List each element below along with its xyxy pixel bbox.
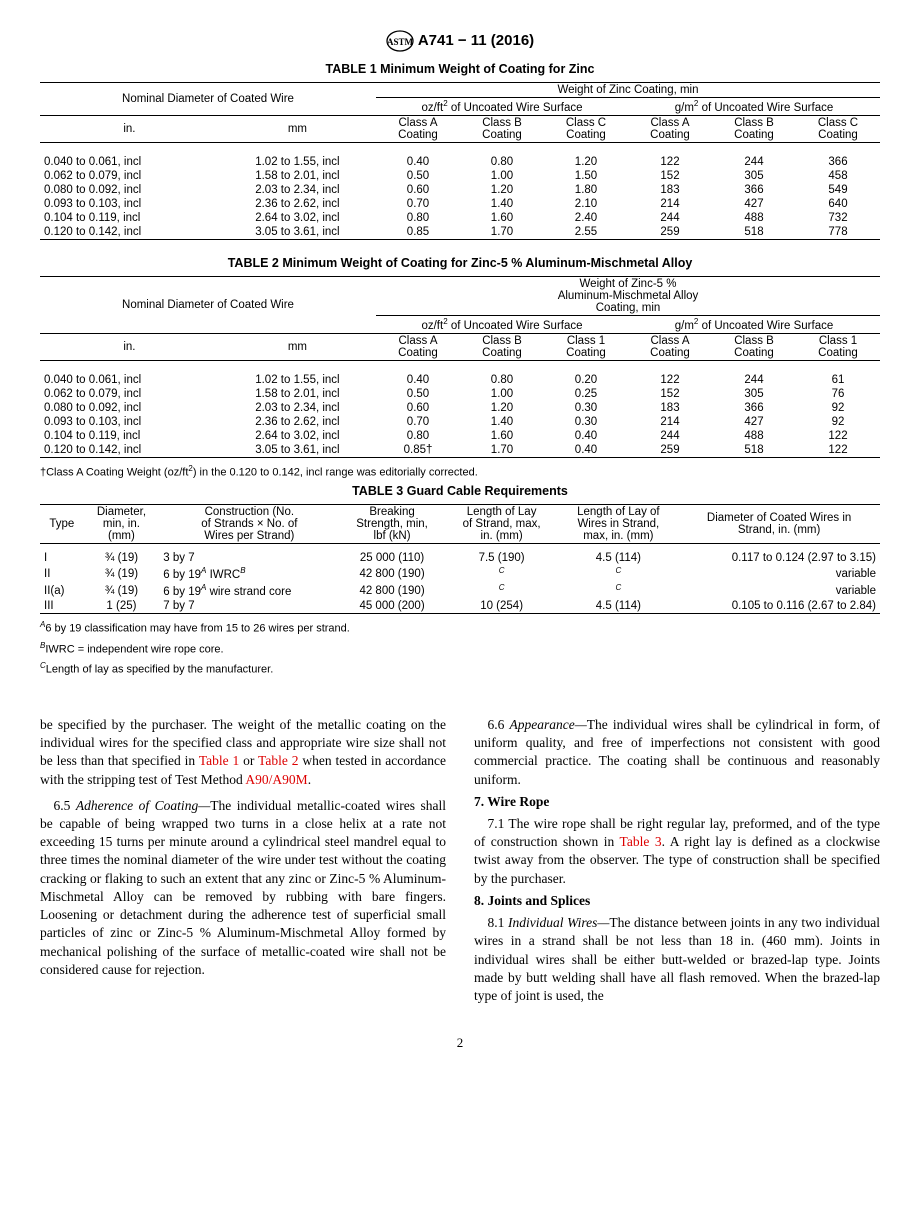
- body-text: be specified by the purchaser. The weigh…: [40, 716, 880, 1005]
- t3-title: TABLE 3 Guard Cable Requirements: [40, 484, 880, 498]
- page-number: 2: [40, 1035, 880, 1051]
- t1-title: TABLE 1 Minimum Weight of Coating for Zi…: [40, 62, 880, 76]
- table3: Type Diameter, min, in. (mm) Constructio…: [40, 504, 880, 614]
- t3-fnB: BIWRC = independent wire rope core.: [40, 641, 880, 656]
- svg-text:ASTM: ASTM: [387, 37, 414, 47]
- t2-footnote: †Class A Coating Weight (oz/ft2) in the …: [40, 464, 880, 479]
- table1: Nominal Diameter of Coated WireWeight of…: [40, 82, 880, 240]
- page-header: ASTM A741 − 11 (2016): [40, 30, 880, 52]
- designation: A741 − 11 (2016): [418, 32, 534, 49]
- table2: Nominal Diameter of Coated WireWeight of…: [40, 276, 880, 458]
- t2-title: TABLE 2 Minimum Weight of Coating for Zi…: [40, 256, 880, 270]
- t3-fnC: CLength of lay as specified by the manuf…: [40, 661, 880, 676]
- t3-fnA: A6 by 19 classification may have from 15…: [40, 620, 880, 635]
